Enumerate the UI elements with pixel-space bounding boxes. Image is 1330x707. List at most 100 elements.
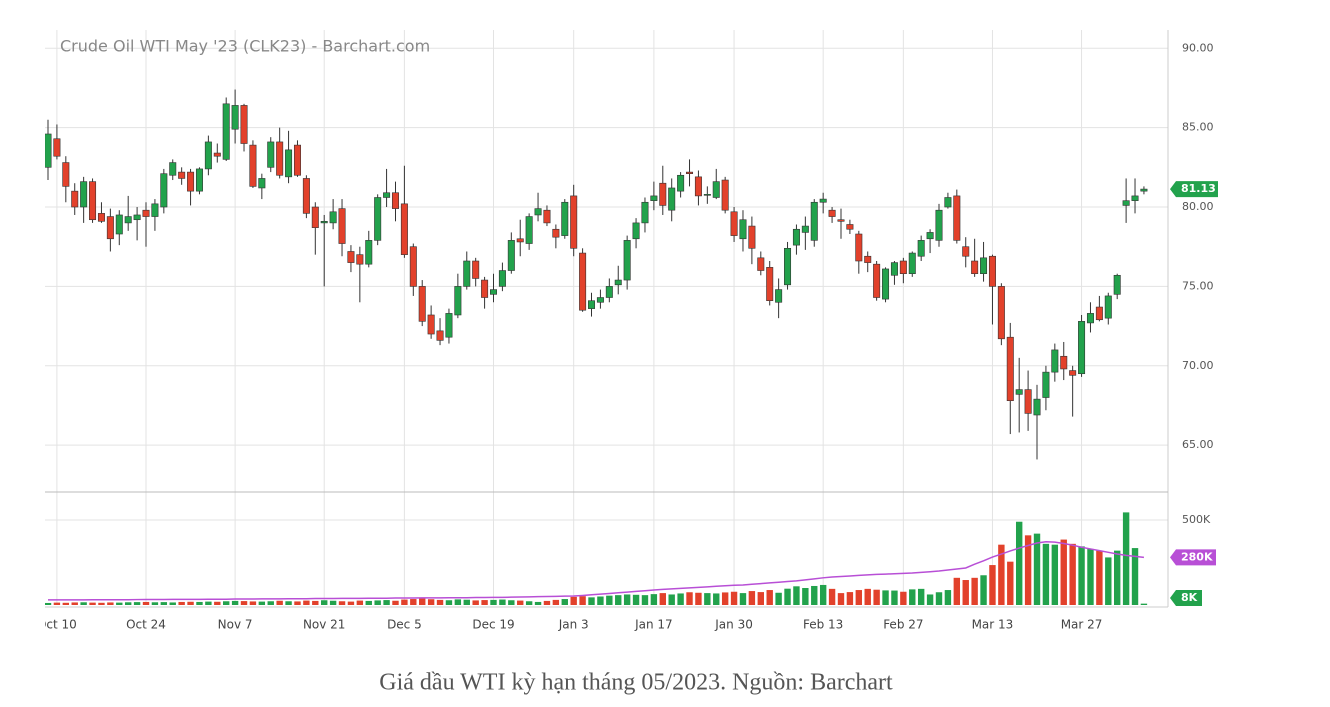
candle-body (249, 144, 257, 187)
candle-body (819, 198, 827, 203)
volume-bar (240, 601, 248, 605)
volume-bar (205, 601, 212, 605)
candle-body (391, 192, 399, 209)
candle-body (151, 203, 159, 217)
candle-body (1024, 389, 1032, 414)
candle-body (80, 181, 88, 208)
candle-body (810, 201, 818, 241)
volume-bar (62, 602, 70, 605)
candle-body (498, 270, 506, 287)
candle-body (365, 240, 373, 265)
volume-bar (1105, 557, 1112, 605)
volume-bar (971, 577, 978, 605)
candle-body (160, 173, 168, 208)
candle-body (828, 209, 836, 217)
candle-body (1078, 321, 1086, 375)
candle-body (1113, 274, 1121, 295)
candle-body (837, 219, 845, 222)
volume-bar (401, 599, 408, 605)
volume-bar (846, 592, 854, 605)
volume-bar (1122, 512, 1130, 605)
candle-body (213, 152, 221, 157)
candle-body (534, 208, 542, 216)
candle-body (489, 289, 497, 295)
candle-body (605, 286, 613, 298)
candle-body (507, 240, 515, 271)
volume-bar (855, 590, 863, 605)
volume-bar (766, 590, 773, 605)
volume-bar (695, 592, 702, 605)
candle-body (917, 240, 925, 257)
candle-body (561, 201, 569, 236)
x-tick-label: Feb 13 (803, 618, 843, 632)
volume-bar (579, 596, 586, 605)
volume-bar (650, 594, 658, 605)
y2-tick-label: 500K (1182, 513, 1211, 526)
volume-bar (490, 599, 497, 605)
candle-body (463, 260, 471, 287)
volume-bar (1087, 548, 1094, 605)
volume-bar (980, 575, 987, 605)
y-tick-label: 80.00 (1182, 200, 1214, 213)
chart-title: Crude Oil WTI May '23 (CLK23) - Barchart… (60, 37, 430, 56)
volume-bar (1015, 521, 1023, 605)
candle-body (1051, 349, 1059, 373)
volume-bar (561, 599, 568, 605)
volume-bar (926, 594, 934, 605)
candle-body (570, 195, 578, 249)
volume-bar (107, 602, 114, 605)
candle-body (195, 168, 203, 192)
volume-bar (223, 601, 230, 605)
candle-body (882, 268, 890, 300)
volume-bar (828, 588, 836, 605)
volume-bar (71, 602, 78, 605)
volume-bar (811, 585, 818, 605)
candle-body (240, 105, 248, 144)
y-tick-label: 70.00 (1182, 359, 1214, 372)
volume-bar (819, 584, 827, 605)
candle-body (953, 195, 961, 241)
candle-body (775, 289, 783, 303)
x-tick-label: Oct 24 (126, 618, 166, 632)
candle-body (383, 192, 391, 198)
volume-bar (347, 601, 355, 605)
volume-bar (142, 601, 150, 605)
candle-body (436, 330, 444, 341)
volume-bar (793, 586, 800, 605)
volume-bar (124, 602, 132, 605)
y-tick-label: 85.00 (1182, 121, 1214, 134)
candle-body (115, 214, 123, 235)
x-tick-label: Jan 17 (634, 618, 673, 632)
value-tag (1170, 549, 1216, 566)
candle-body (293, 144, 301, 176)
candle-body (142, 209, 150, 217)
candle-body (926, 232, 934, 240)
candle-body (516, 238, 524, 243)
volume-bar (775, 592, 782, 605)
volume-bar (1096, 550, 1103, 605)
x-tick-label: Nov 7 (218, 618, 253, 632)
volume-bar (944, 590, 952, 605)
volume-ma-line (48, 541, 1145, 601)
y-tick-label: 65.00 (1182, 438, 1214, 451)
volume-bar (151, 602, 159, 605)
candle-body (427, 314, 435, 335)
candle-body (980, 257, 988, 275)
volume-bar (133, 602, 141, 605)
volume-bar (659, 593, 666, 605)
candle-body (311, 206, 319, 228)
volume-bar (436, 599, 444, 605)
candle-body (1060, 355, 1068, 370)
volume-bar (998, 544, 1005, 605)
candle-body (62, 162, 70, 187)
volume-bar (802, 588, 809, 605)
volume-bar (329, 600, 337, 605)
candle-body (356, 254, 364, 265)
candle-body (1015, 389, 1023, 395)
volume-bar (721, 592, 729, 605)
value-tag (1170, 590, 1202, 606)
candle-body (694, 176, 702, 197)
candle-body (1069, 370, 1077, 376)
candle-body (730, 211, 738, 236)
